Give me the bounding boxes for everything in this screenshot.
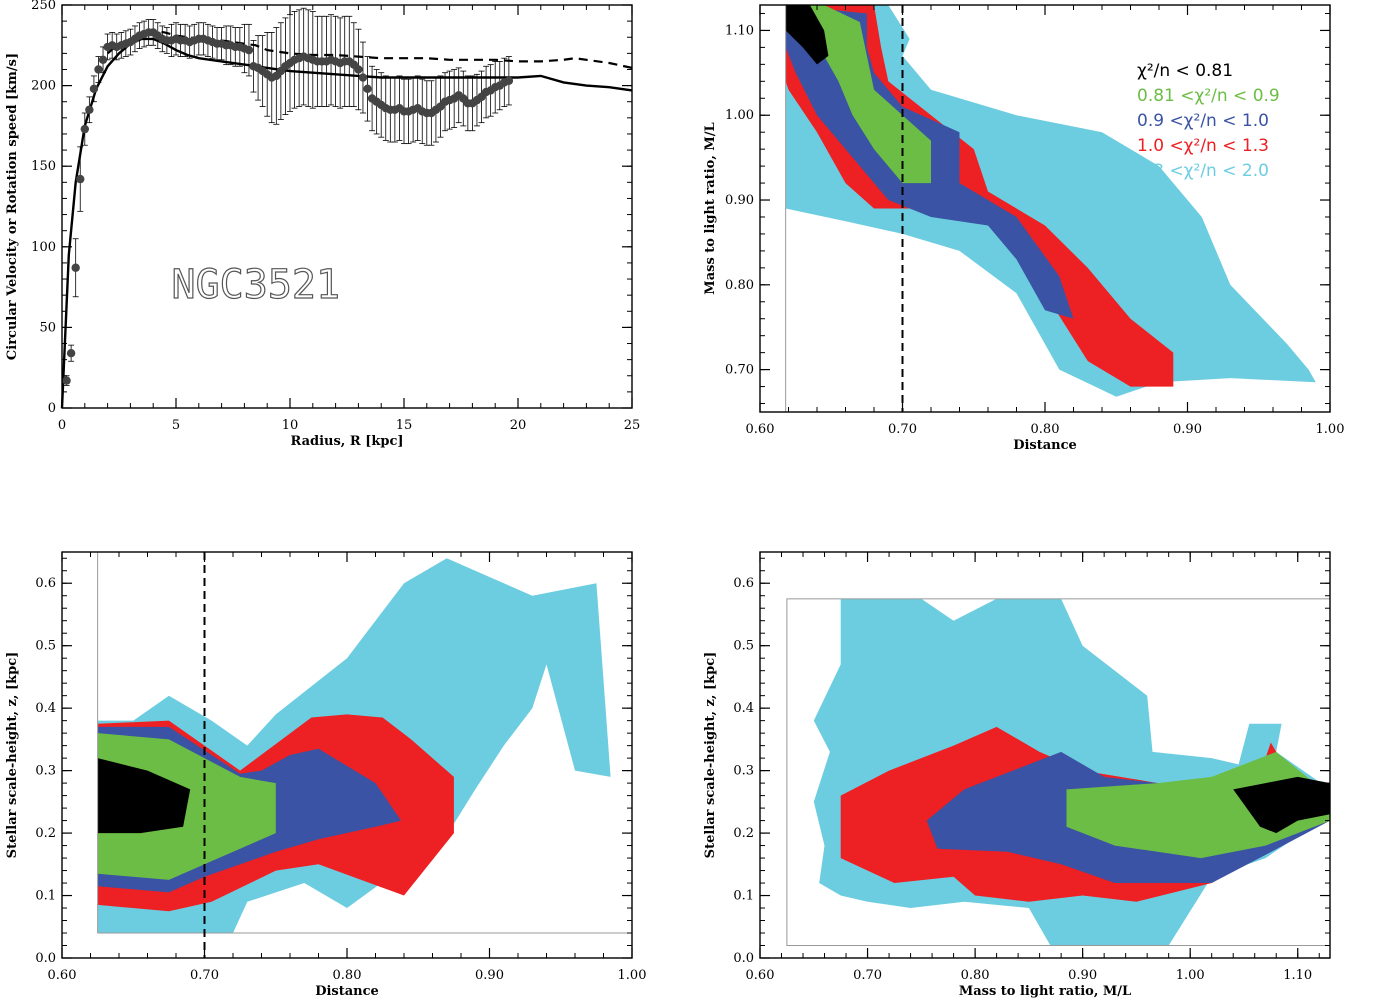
y-axis-label: Stellar scale-height, z, [kpc] — [703, 652, 718, 859]
y-tick-label: 0.70 — [725, 363, 754, 378]
axes-panel-3: 0.60 0.70 0.80 0.90 1.00 0.0 0.1 0.2 0.3 0.4 0.5 0.… — [5, 551, 647, 999]
x-tick-label: 0.80 — [961, 968, 990, 983]
y-tick-label: 50 — [39, 320, 56, 335]
x-axis-label: Radius, R [kpc] — [290, 434, 403, 449]
x-tick-label: 25 — [624, 418, 641, 433]
x-tick-label: 5 — [172, 418, 180, 433]
x-tick-label: 1.10 — [1283, 968, 1312, 983]
contour-regions-3 — [97, 558, 611, 933]
legend-entry-4: 1.0 <χ²/n < 1.3 — [1137, 136, 1269, 156]
y-tick-label: 0.80 — [725, 278, 754, 293]
y-tick-label: 0 — [48, 401, 56, 416]
x-axis-label: Distance — [1013, 438, 1077, 453]
axes-panel-4: 0.60 0.70 0.80 0.90 1.00 1.10 0.0 0.1 0.2 0.3 0.4 0… — [703, 551, 1331, 999]
contour-regions-2 — [785, 5, 1316, 397]
x-tick-label: 0.60 — [48, 968, 77, 983]
data-point — [363, 84, 372, 94]
x-tick-label: 0.90 — [1173, 422, 1202, 437]
axes-frame — [61, 551, 633, 959]
y-tick-label: 200 — [31, 79, 56, 94]
axes-panel-2: 0.60 0.70 0.80 0.90 1.00 0.70 0.80 0.90 1.00 1.10… — [703, 4, 1345, 453]
data-point — [504, 76, 514, 85]
data-point — [76, 174, 85, 184]
y-tick-label: 0.6 — [35, 576, 56, 591]
y-tick-label: 0.4 — [733, 701, 754, 716]
data-point — [80, 124, 90, 134]
data-point — [358, 73, 368, 82]
data-point — [66, 348, 76, 358]
contour-black — [97, 758, 191, 834]
data-point — [244, 45, 254, 55]
model-solid-line — [60, 37, 633, 409]
axes-frame — [61, 4, 633, 409]
data-point — [71, 263, 80, 272]
y-axis-label: Circular Velocity or Rotation speed [km/… — [5, 53, 20, 360]
y-tick-label: 0.0 — [35, 951, 56, 966]
x-axis-label: Distance — [315, 984, 379, 999]
x-tick-label: 0.70 — [888, 422, 917, 437]
y-tick-label: 150 — [31, 159, 56, 174]
rotation-curve-plot: NGC3521 — [60, 7, 633, 409]
data-point — [354, 65, 363, 74]
legend-entry-5: 1.3 <χ²/n < 2.0 — [1137, 161, 1269, 181]
x-tick-label: 0.80 — [1031, 422, 1060, 437]
x-tick-label: 0.70 — [190, 968, 219, 983]
contour-green — [1066, 751, 1330, 859]
x-tick-label: 0.70 — [853, 968, 882, 983]
y-tick-label: 0.3 — [35, 764, 56, 779]
x-tick-label: 0.90 — [1068, 968, 1097, 983]
contour-cyan — [785, 5, 1316, 397]
x-tick-label: 0.90 — [475, 968, 504, 983]
x-tick-label: 10 — [282, 418, 299, 433]
galaxy-label: NGC3521 — [172, 262, 341, 308]
data-point — [62, 376, 71, 385]
x-tick-label: 0.60 — [746, 422, 775, 437]
legend-entry-3: 0.9 <χ²/n < 1.0 — [1137, 111, 1269, 131]
y-tick-label: 0.2 — [35, 826, 56, 841]
x-tick-label: 0 — [58, 418, 66, 433]
y-tick-label: 100 — [31, 240, 56, 255]
x-tick-label: 1.00 — [1316, 422, 1345, 437]
y-tick-label: 0.4 — [35, 701, 56, 716]
x-tick-label: 0.60 — [746, 968, 775, 983]
y-tick-label: 0.90 — [725, 193, 754, 208]
x-axis-label: Mass to light ratio, M/L — [959, 984, 1131, 999]
y-axis-label: Mass to light ratio, M/L — [703, 122, 718, 294]
x-tick-label: 1.00 — [618, 968, 647, 983]
y-tick-label: 0.3 — [733, 764, 754, 779]
y-tick-label: 0.1 — [733, 889, 754, 904]
legend: χ²/n < 0.81 0.81 <χ²/n < 0.9 0.9 <χ²/n < 1… — [1137, 61, 1280, 181]
axes-frame — [759, 4, 1331, 413]
data-point — [94, 65, 103, 74]
x-tick-label: 0.80 — [333, 968, 362, 983]
data-point — [98, 55, 108, 65]
y-tick-label: 0.5 — [733, 639, 754, 654]
y-tick-label: 1.10 — [725, 23, 754, 38]
contour-black — [785, 5, 829, 65]
y-tick-label: 250 — [31, 0, 56, 13]
x-tick-label: 20 — [510, 418, 527, 433]
data-point — [85, 105, 94, 114]
axes-frame — [759, 551, 1331, 959]
contour-black — [1233, 776, 1330, 834]
legend-entry-1: χ²/n < 0.81 — [1137, 61, 1233, 81]
y-tick-label: 0.6 — [733, 576, 754, 591]
data-point — [89, 84, 99, 94]
x-tick-label: 15 — [396, 418, 413, 433]
y-tick-label: 0.0 — [733, 951, 754, 966]
y-tick-label: 1.00 — [725, 108, 754, 123]
y-tick-label: 0.5 — [35, 639, 56, 654]
x-tick-label: 1.00 — [1176, 968, 1205, 983]
y-axis-label: Stellar scale-height, z, [kpc] — [5, 652, 20, 859]
legend-entry-2: 0.81 <χ²/n < 0.9 — [1137, 86, 1280, 106]
y-tick-label: 0.2 — [733, 826, 754, 841]
model-dashed-line — [106, 29, 633, 69]
y-tick-label: 0.1 — [35, 889, 56, 904]
contour-regions-4 — [813, 598, 1330, 946]
